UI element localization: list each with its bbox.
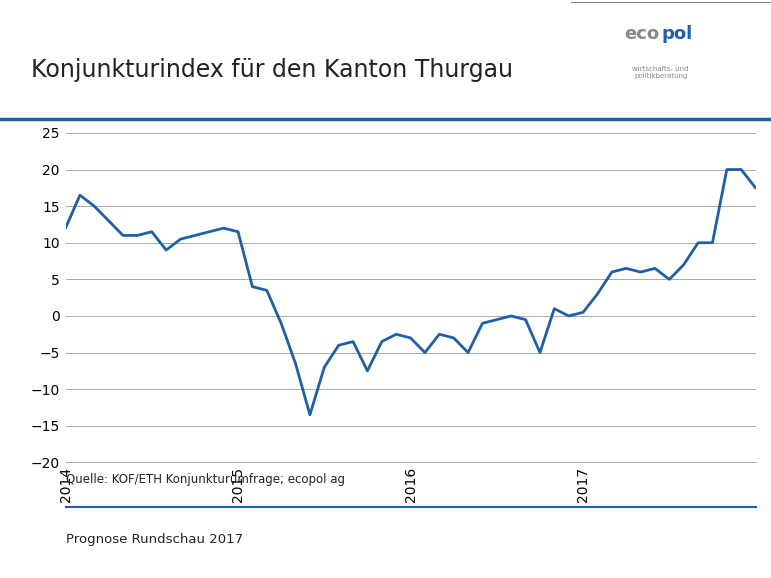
Text: wirtschafts- und
politikberatung: wirtschafts- und politikberatung <box>632 66 689 79</box>
Text: eco: eco <box>624 25 659 43</box>
Text: Konjunkturindex für den Kanton Thurgau: Konjunkturindex für den Kanton Thurgau <box>31 58 513 83</box>
Text: pol: pol <box>662 25 693 43</box>
Text: Prognose Rundschau 2017: Prognose Rundschau 2017 <box>66 533 243 546</box>
Text: Quelle: KOF/ETH Konjunkturumfrage; ecopol ag: Quelle: KOF/ETH Konjunkturumfrage; ecopo… <box>66 473 345 486</box>
